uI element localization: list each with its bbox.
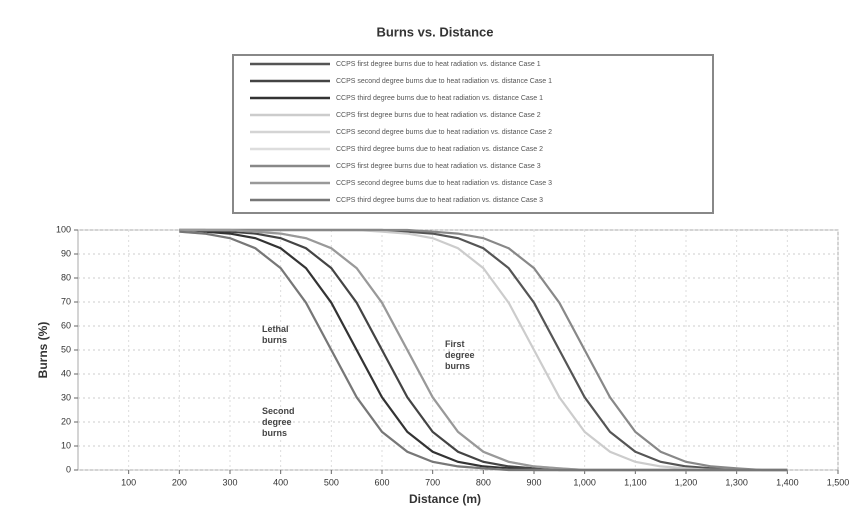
x-tick-label: 1,500 [827, 477, 849, 487]
annotation: Second degree burns [262, 406, 295, 438]
y-tick-label: 30 [61, 392, 71, 402]
x-tick-label: 400 [273, 477, 288, 487]
annotation: First degree burns [445, 339, 475, 371]
y-tick-label: 50 [61, 344, 71, 354]
x-tick-label: 200 [172, 477, 187, 487]
y-tick-label: 0 [66, 464, 71, 474]
legend-label: CCPS second degree burns due to heat rad… [336, 180, 552, 187]
annotation-line: Lethal [262, 324, 289, 334]
x-tick-label: 1,100 [624, 477, 647, 487]
y-tick-label: 40 [61, 368, 71, 378]
x-tick-label: 600 [374, 477, 389, 487]
series-line [179, 230, 788, 472]
x-tick-label: 300 [222, 477, 237, 487]
legend-label: CCPS first degree burns due to heat radi… [336, 61, 541, 68]
x-tick-label: 1,000 [573, 477, 596, 487]
annotation-line: First [445, 339, 465, 349]
legend-label: CCPS third degree burns due to heat radi… [336, 146, 543, 153]
y-axis-label: Burns (%) [36, 322, 50, 379]
y-tick-label: 20 [61, 416, 71, 426]
annotation: Lethal burns [262, 324, 289, 345]
y-tick-label: 60 [61, 320, 71, 330]
y-tick-label: 80 [61, 272, 71, 282]
annotation-line: burns [445, 361, 470, 371]
y-tick-label: 90 [61, 248, 71, 258]
legend-label: CCPS first degree burns due to heat radi… [336, 163, 541, 170]
x-tick-label: 900 [526, 477, 541, 487]
x-tick-label: 500 [324, 477, 339, 487]
legend-label: CCPS third degree burns due to heat radi… [336, 95, 543, 102]
x-axis-label: Distance (m) [409, 492, 481, 506]
x-tick-label: 700 [425, 477, 440, 487]
series-line [179, 228, 788, 472]
x-tick-label: 100 [121, 477, 136, 487]
x-tick-label: 1,200 [675, 477, 698, 487]
annotation-line: Second [262, 406, 295, 416]
annotation-line: degree [262, 417, 292, 427]
legend-label: CCPS second degree burns due to heat rad… [336, 78, 552, 85]
y-tick-label: 70 [61, 296, 71, 306]
chart-title: Burns vs. Distance [376, 24, 493, 39]
legend-label: CCPS third degree burns due to heat radi… [336, 197, 543, 204]
y-tick-label: 100 [56, 224, 71, 234]
x-tick-label: 1,400 [776, 477, 799, 487]
annotation-line: degree [445, 350, 475, 360]
y-tick-label: 10 [61, 440, 71, 450]
legend-label: CCPS second degree burns due to heat rad… [336, 129, 552, 136]
legend-label: CCPS first degree burns due to heat radi… [336, 112, 541, 119]
x-tick-label: 800 [476, 477, 491, 487]
annotation-line: burns [262, 428, 287, 438]
x-tick-label: 1,300 [725, 477, 748, 487]
annotation-line: burns [262, 335, 287, 345]
